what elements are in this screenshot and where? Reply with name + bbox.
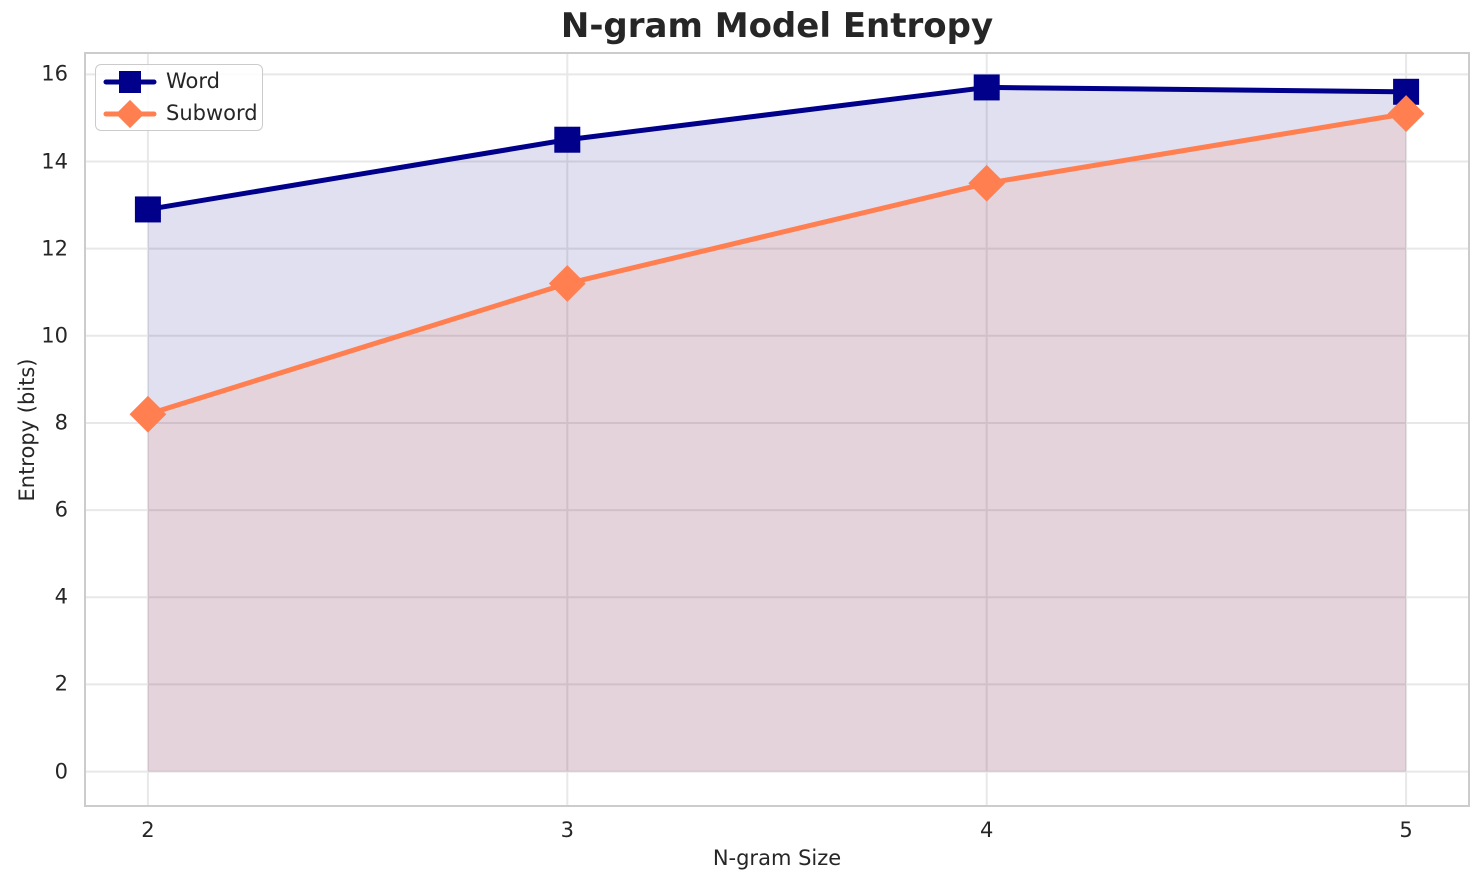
x-tick-label: 3 — [560, 818, 574, 842]
legend-label-subword: Subword — [166, 101, 258, 125]
y-tick-label: 10 — [41, 323, 68, 348]
y-tick-label: 2 — [54, 671, 68, 696]
y-tick-label: 16 — [41, 61, 68, 86]
word-square-marker-icon — [103, 70, 157, 93]
plot-border — [84, 52, 1470, 807]
subword-data-point — [1387, 95, 1425, 132]
y-tick-label: 4 — [54, 584, 68, 609]
y-tick-label: 8 — [54, 410, 68, 435]
subword-data-point — [548, 265, 586, 302]
x-tick-label: 4 — [980, 818, 994, 842]
chart-title: N-gram Model Entropy — [560, 6, 994, 46]
y-tick-label: 14 — [41, 149, 68, 173]
x-tick-label: 2 — [141, 818, 155, 842]
y-tick-label: 12 — [41, 236, 68, 261]
legend-label-word: Word — [166, 69, 220, 93]
x-tick-label: 5 — [1399, 818, 1413, 842]
word-data-point — [554, 126, 581, 153]
subword-data-point — [129, 395, 167, 433]
y-tick-label: 6 — [54, 497, 68, 522]
word-data-point — [134, 196, 161, 223]
word-area-fill — [147, 87, 1407, 772]
subword-area-fill — [147, 113, 1407, 772]
y-tick-label: 0 — [54, 759, 68, 784]
x-axis-label: N-gram Size — [712, 846, 842, 870]
subword-data-point — [968, 164, 1006, 202]
word-line — [145, 84, 1409, 212]
subword-line — [145, 111, 1409, 417]
y-axis-label: Entropy (bits) — [15, 358, 39, 502]
word-data-point — [973, 74, 1000, 101]
legend-item-word: Word — [103, 66, 262, 97]
legend: Word Subword — [95, 64, 263, 131]
legend-item-subword: Subword — [103, 98, 262, 129]
subword-diamond-marker-icon — [103, 99, 157, 128]
